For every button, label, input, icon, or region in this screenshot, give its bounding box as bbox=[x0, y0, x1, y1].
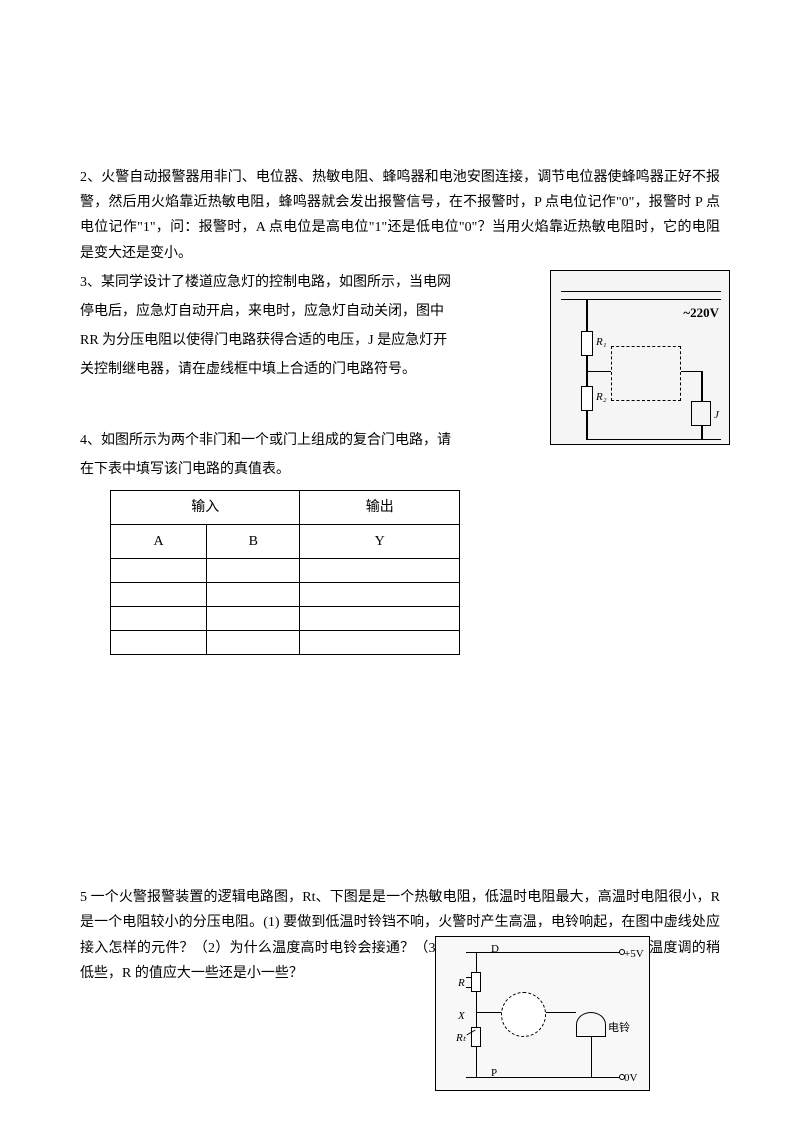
v5-label: +5V bbox=[624, 945, 644, 965]
table-cell bbox=[207, 631, 300, 655]
r-label: R bbox=[458, 974, 465, 994]
table-cell bbox=[207, 583, 300, 607]
question-3-container: 3、某同学设计了楼道应急灯的控制电路，如图所示，当电网 停电后，应急灯自动开启，… bbox=[80, 270, 720, 383]
table-cell bbox=[111, 583, 207, 607]
table-col-b: B bbox=[207, 525, 300, 559]
q3-line4: 关控制继电器，请在虚线框中填上合适的门电路符号。 bbox=[80, 357, 520, 382]
d-label: D bbox=[491, 940, 499, 960]
v0-label: 0V bbox=[624, 1069, 637, 1089]
q3-line1: 3、某同学设计了楼道应急灯的控制电路，如图所示，当电网 bbox=[80, 270, 520, 295]
q4-line2: 在下表中填写该门电路的真值表。 bbox=[80, 457, 520, 482]
bell-label: 电铃 bbox=[608, 1019, 630, 1039]
question-3-text: 3、某同学设计了楼道应急灯的控制电路，如图所示，当电网 停电后，应急灯自动开启，… bbox=[80, 270, 520, 383]
x-label: X bbox=[458, 1007, 465, 1027]
voltage-label: ~220V bbox=[683, 301, 719, 324]
table-cell bbox=[111, 559, 207, 583]
q3-line3: RR 为分压电阻以使得门电路获得合适的电压，J 是应急灯开 bbox=[80, 328, 520, 353]
table-cell bbox=[111, 631, 207, 655]
table-header-input: 输入 bbox=[111, 490, 300, 524]
q4-line1: 4、如图所示为两个非门和一个或门上组成的复合门电路，请 bbox=[80, 428, 520, 453]
table-header-output: 输出 bbox=[300, 490, 460, 524]
table-cell bbox=[300, 583, 460, 607]
p-label: P bbox=[491, 1064, 497, 1084]
r2-label: R₂ bbox=[596, 388, 607, 408]
table-cell bbox=[207, 607, 300, 631]
table-cell bbox=[111, 607, 207, 631]
q3-line2: 停电后，应急灯自动开启，来电时，应急灯自动关闭，图中 bbox=[80, 299, 520, 324]
circuit-diagram-1: ~220V R₁ R₂ J bbox=[550, 270, 730, 445]
question-2: 2、火警自动报警器用非门、电位器、热敏电阻、蜂鸣器和电池安图连接，调节电位器使蜂… bbox=[80, 165, 720, 266]
r1-label: R₁ bbox=[596, 333, 607, 353]
table-cell bbox=[300, 631, 460, 655]
question-4-container: 4、如图所示为两个非门和一个或门上组成的复合门电路，请 在下表中填写该门电路的真… bbox=[80, 428, 720, 656]
table-col-a: A bbox=[111, 525, 207, 559]
table-cell bbox=[207, 559, 300, 583]
circuit-diagram-2: D +5V R X Rₜ 电铃 P 0V bbox=[435, 936, 650, 1091]
rt-label: Rₜ bbox=[456, 1029, 466, 1049]
table-cell bbox=[300, 559, 460, 583]
truth-table: 输入 输出 A B Y bbox=[110, 490, 460, 655]
table-col-y: Y bbox=[300, 525, 460, 559]
table-cell bbox=[300, 607, 460, 631]
j-label: J bbox=[714, 406, 719, 426]
